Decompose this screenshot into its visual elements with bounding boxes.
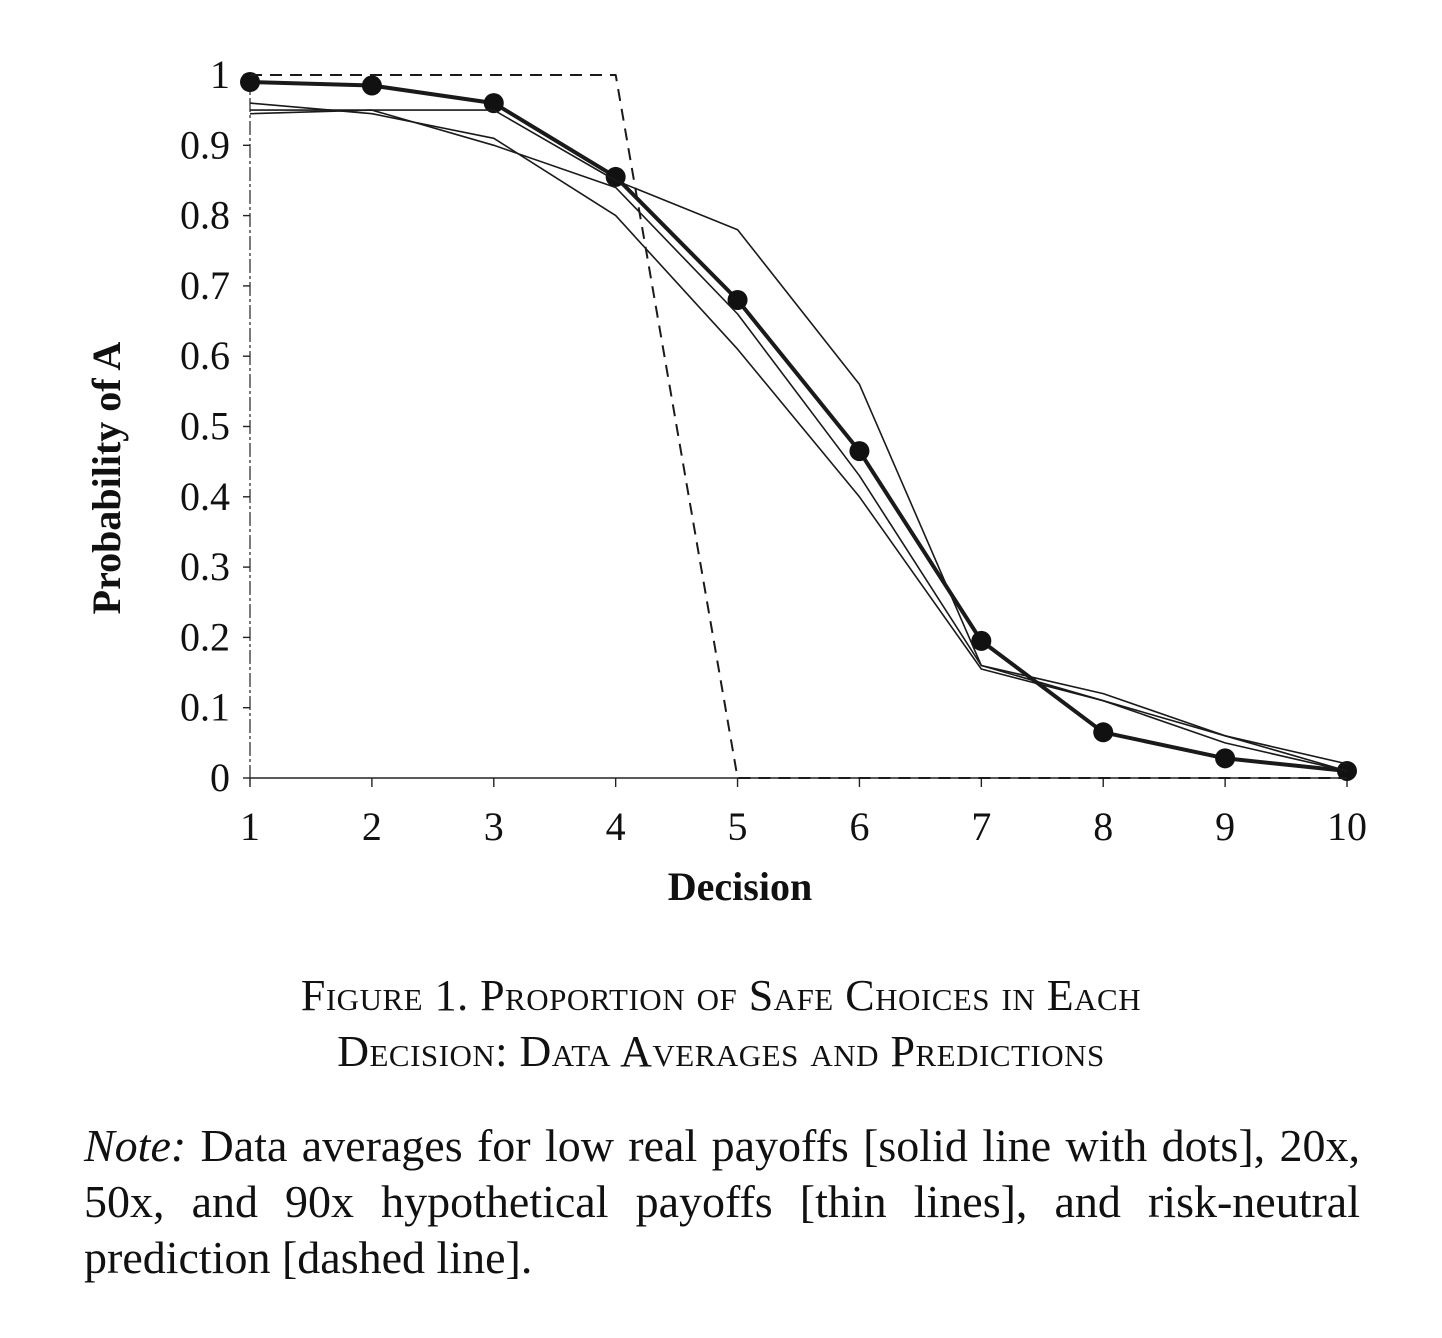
y-tick-label: 0.6 — [180, 333, 230, 378]
x-tick-label: 10 — [1327, 804, 1367, 849]
series-risk-neutral-prediction-line — [250, 74, 1347, 779]
y-tick-label: 0 — [210, 755, 230, 800]
y-tick-label: 0.7 — [180, 263, 230, 308]
series-90x-hypothetical-line — [249, 109, 1348, 765]
tick-labels: 0 0.1 0.2 0.3 0.4 0.5 0.6 0.7 0.8 0.9 1 1 2 3 4 5 6 7 8 9 10 — [180, 52, 1367, 849]
y-tick-label: 1 — [210, 52, 230, 97]
y-tick-label: 0.4 — [180, 474, 230, 519]
series-low-real-payoffs-line — [249, 80, 1348, 773]
series-low-real-payoffs-point — [971, 630, 992, 651]
series-20x-hypothetical-line — [250, 109, 1348, 772]
figure-caption: Figure 1. Proportion of Safe Choices in … — [0, 968, 1442, 1080]
y-tick-label: 0.9 — [180, 122, 230, 167]
x-tick-label: 2 — [362, 804, 382, 849]
series-low-real-payoffs-point — [1215, 748, 1236, 769]
x-tick-label: 1 — [240, 804, 260, 849]
series-low-real-payoffs-point — [483, 93, 504, 114]
y-tick-label: 0.8 — [180, 193, 230, 238]
note-text: Data averages for low real payoffs [soli… — [84, 1120, 1360, 1283]
y-tick-label: 0.5 — [180, 404, 230, 449]
x-tick-label: 7 — [971, 804, 991, 849]
y-axis-title: Probability of A — [84, 342, 129, 615]
x-tick-label: 9 — [1215, 804, 1235, 849]
series-low-real-payoffs-point — [1093, 722, 1114, 743]
caption-line-1: Figure 1. Proportion of Safe Choices in … — [300, 971, 1142, 1020]
series-low-real-payoffs-point — [849, 441, 870, 462]
x-axis-title: Decision — [668, 864, 812, 909]
series-layer — [240, 72, 1357, 781]
note-label: Note: — [84, 1120, 187, 1171]
y-tick-label: 0.3 — [180, 544, 230, 589]
line-chart: 0 0.1 0.2 0.3 0.4 0.5 0.6 0.7 0.8 0.9 1 1 2 3 4 5 6 7 8 9 10… — [84, 52, 1367, 909]
series-low-real-payoffs-point — [361, 75, 382, 96]
series-50x-hypothetical-line — [249, 102, 1348, 772]
x-tick-label: 5 — [728, 804, 748, 849]
axes — [243, 74, 1348, 787]
x-tick-label: 3 — [484, 804, 504, 849]
x-tick-label: 4 — [606, 804, 626, 849]
figure-note: Note: Data averages for low real payoffs… — [84, 1118, 1360, 1286]
y-tick-label: 0.1 — [180, 685, 230, 730]
y-tick-label: 0.2 — [180, 614, 230, 659]
series-low-real-payoffs-point — [240, 72, 260, 93]
x-tick-label: 8 — [1093, 804, 1113, 849]
caption-line-2: Decision: Data Averages and Predictions — [337, 1027, 1105, 1076]
series-low-real-payoffs-point — [727, 289, 748, 310]
x-tick-label: 6 — [849, 804, 869, 849]
